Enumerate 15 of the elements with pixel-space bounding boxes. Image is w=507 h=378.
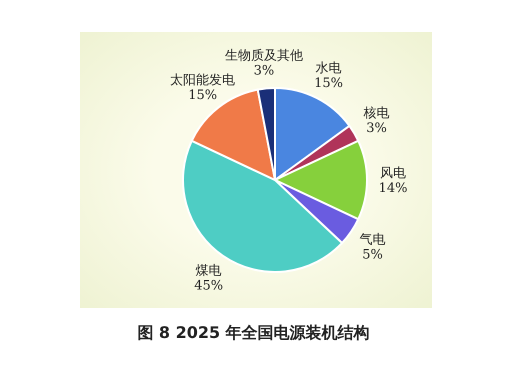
slice-label: 生物质及其他 — [224, 48, 303, 64]
data-label: 5% — [362, 247, 383, 262]
data-label: 14% — [378, 181, 408, 196]
slice-label: 煤电 — [196, 264, 222, 279]
slice-label: 核电 — [362, 106, 390, 121]
data-label: 15% — [314, 76, 344, 91]
data-label: 3% — [366, 120, 387, 136]
data-label: 3% — [254, 64, 274, 79]
slice-label: 风电 — [380, 166, 406, 181]
data-label: 15% — [188, 88, 218, 103]
slice-label: 气电 — [360, 232, 386, 248]
data-label: 45% — [194, 278, 224, 294]
slice-label: 水电 — [316, 60, 342, 76]
slice-label: 太阳能发电 — [170, 72, 236, 88]
text: 图 8 2025 年全国电源装机结构 — [136, 323, 371, 344]
